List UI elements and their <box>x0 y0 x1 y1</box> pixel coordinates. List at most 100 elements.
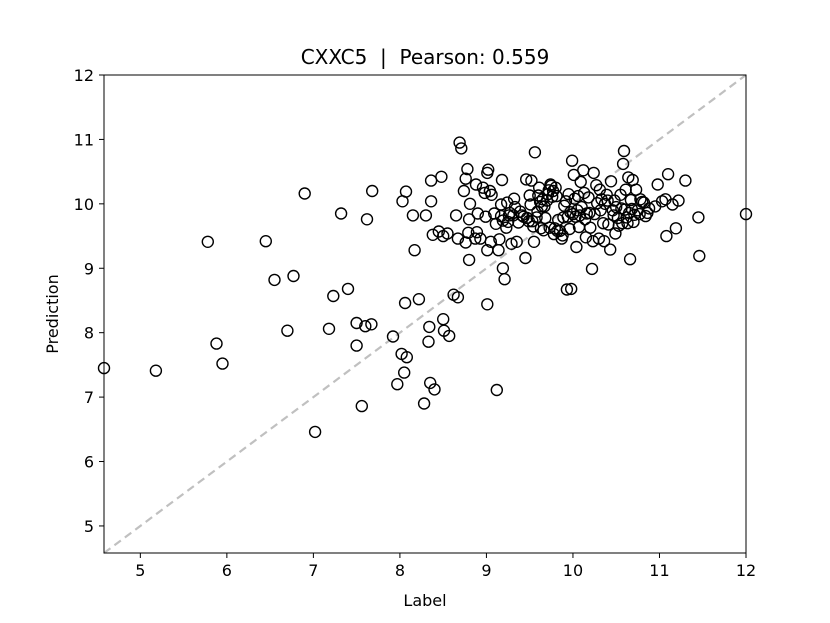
y-tick-label: 11 <box>74 130 94 149</box>
scatter-point <box>566 207 580 221</box>
scatter-point <box>604 243 617 256</box>
scatter-point <box>391 378 404 391</box>
scatter-point <box>612 219 625 232</box>
scatter-point <box>642 202 656 215</box>
scatter-point <box>616 157 630 171</box>
scatter-point <box>417 397 431 410</box>
scatter-point <box>587 166 600 180</box>
scatter-point <box>519 251 532 265</box>
scatter-point <box>568 192 581 205</box>
scatter-point <box>400 351 413 364</box>
plot-area-frame <box>103 74 747 554</box>
scatter-point <box>386 330 400 343</box>
scatter-point <box>550 189 563 203</box>
identity-reference-line <box>103 74 747 554</box>
scatter-point <box>422 335 435 348</box>
scatter-point <box>495 173 509 187</box>
scatter-point <box>560 283 574 296</box>
scatter-point <box>597 216 610 230</box>
scatter-point <box>424 376 437 390</box>
scatter-point <box>563 222 576 236</box>
scatter-point <box>470 225 484 239</box>
scatter-point <box>216 357 229 370</box>
scatter-point <box>692 211 705 224</box>
scatter-point <box>462 213 476 226</box>
y-tick-label: 8 <box>84 324 94 343</box>
chart-title: CXXC5 | Pearson: 0.559 <box>301 45 550 69</box>
scatter-point <box>453 136 466 149</box>
scatter-point <box>510 235 523 249</box>
x-axis-ticks: 5 6 7 8 9 10 11 12 <box>135 553 756 580</box>
scatter-point <box>661 167 675 181</box>
scatter-point <box>507 192 521 205</box>
y-tick-label: 7 <box>84 388 94 407</box>
scatter-point <box>601 194 614 207</box>
scatter-point <box>582 191 595 204</box>
scatter-point <box>359 320 372 333</box>
y-tick-label: 10 <box>74 195 94 214</box>
scatter-point <box>457 184 471 198</box>
x-tick-label: 7 <box>308 561 318 580</box>
scatter-point <box>149 364 163 377</box>
scatter-point <box>585 262 599 276</box>
scatter-point <box>432 225 445 238</box>
scatter-points-group <box>97 136 753 439</box>
scatter-point <box>533 181 546 194</box>
scatter-point <box>490 383 503 397</box>
scatter-point <box>523 189 536 202</box>
scatter-point <box>322 322 336 335</box>
x-tick-label: 5 <box>135 561 145 580</box>
y-tick-label: 12 <box>74 66 94 85</box>
y-tick-label: 6 <box>84 453 94 472</box>
scatter-point <box>428 383 441 396</box>
x-tick-label: 9 <box>481 561 491 580</box>
scatter-point <box>530 211 543 224</box>
scatter-point <box>493 233 506 246</box>
x-tick-label: 8 <box>395 561 405 580</box>
scatter-point <box>565 154 579 167</box>
scatter-point <box>634 193 647 206</box>
scatter-point <box>469 232 482 245</box>
scatter-point <box>578 186 591 200</box>
scatter-point <box>528 146 542 159</box>
scatter-point <box>494 198 508 211</box>
scatter-point <box>406 209 420 222</box>
y-tick-label: 5 <box>84 517 94 536</box>
scatter-point <box>360 213 374 226</box>
scatter-point <box>398 366 411 379</box>
scatter-point <box>451 291 465 304</box>
scatter-point <box>419 209 433 222</box>
scatter-point <box>366 184 379 198</box>
scatter-point <box>525 174 538 187</box>
scatter-point <box>660 229 673 243</box>
scatter-point <box>583 206 596 220</box>
scatter-point <box>449 209 463 222</box>
scatter-point <box>549 181 562 194</box>
x-tick-label: 11 <box>649 561 669 580</box>
scatter-point <box>584 221 597 234</box>
scatter-point <box>455 142 468 155</box>
scatter-point <box>259 234 272 248</box>
x-tick-label: 10 <box>563 561 583 580</box>
scatter-point <box>565 282 578 296</box>
scatter-point <box>408 243 421 257</box>
scatter-point <box>627 215 640 229</box>
scatter-point <box>693 249 706 263</box>
scatter-point <box>633 207 646 221</box>
scatter-point <box>534 222 548 235</box>
scatter-point <box>482 163 495 176</box>
scatter-point <box>600 188 613 202</box>
scatter-point <box>597 234 611 248</box>
scatter-point <box>210 337 223 350</box>
scatter-point <box>500 221 513 234</box>
scatter-point <box>479 210 492 223</box>
scatter-point <box>666 198 679 211</box>
scatter-point <box>527 235 541 249</box>
scatter-point <box>435 170 448 184</box>
scatter-point <box>298 187 311 200</box>
scatter-point <box>350 316 363 330</box>
scatter-point <box>412 293 426 306</box>
scatter-point <box>604 175 618 188</box>
